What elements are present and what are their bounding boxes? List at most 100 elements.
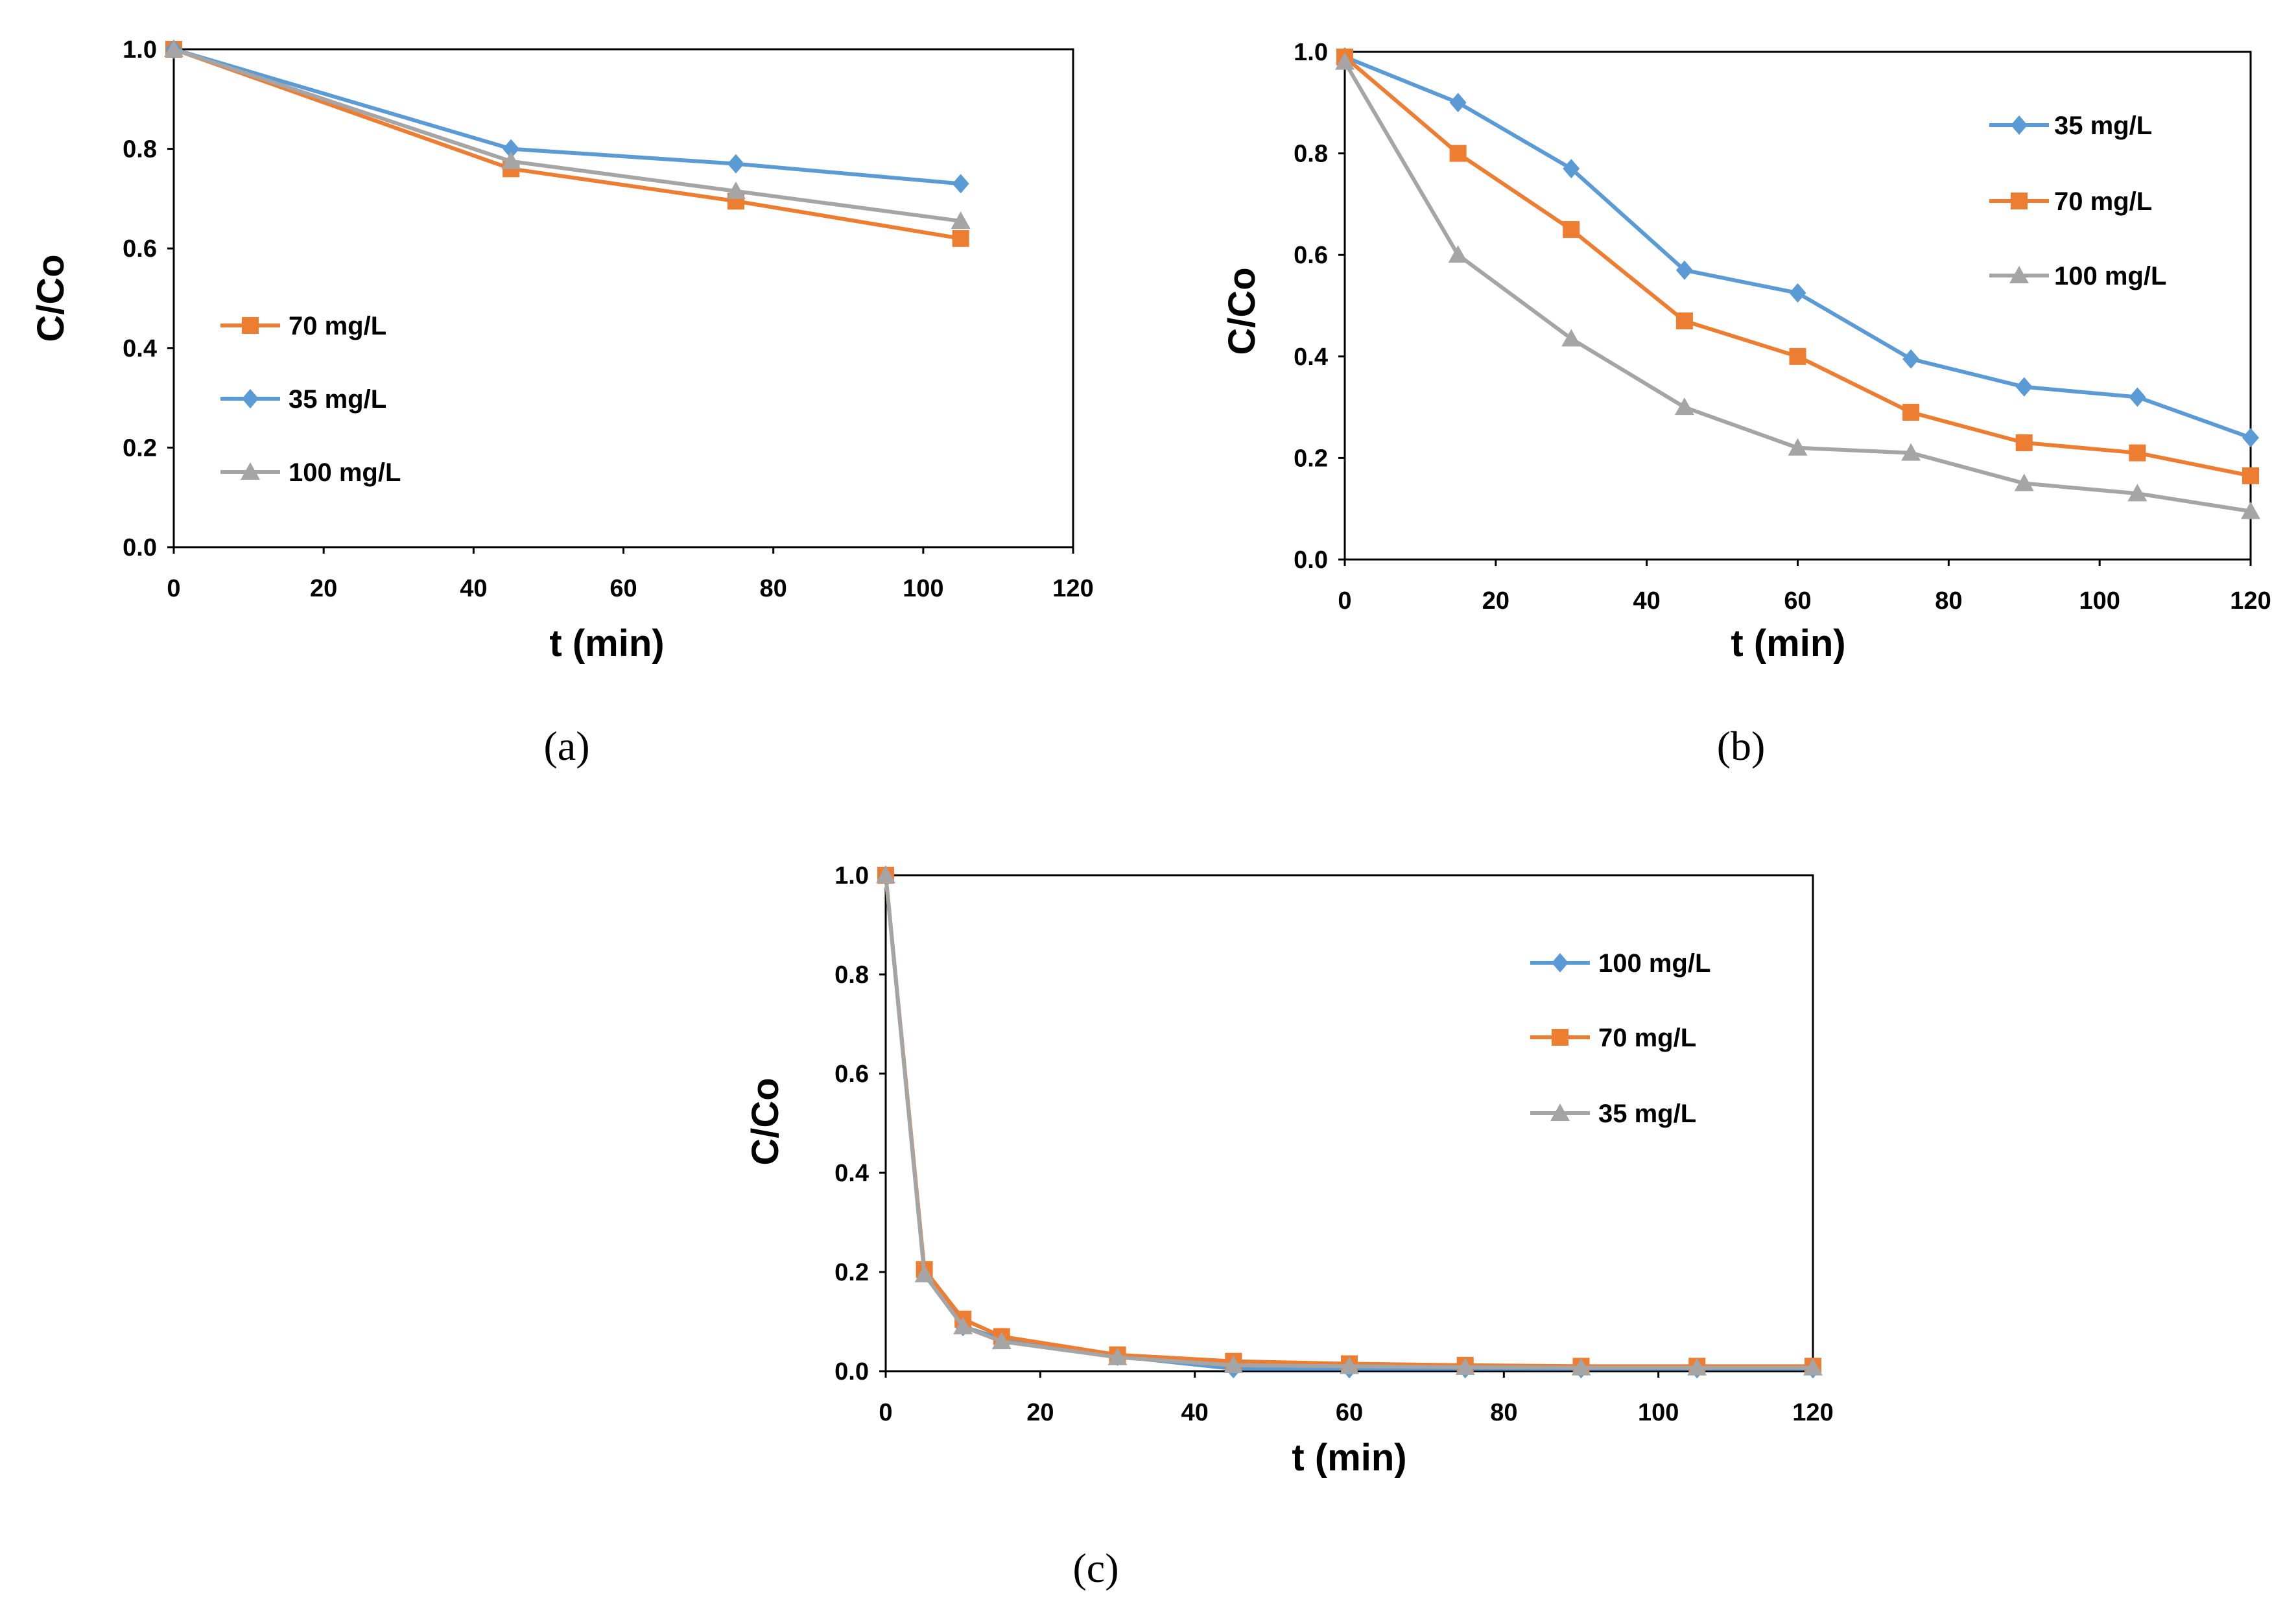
series-layer-a [164, 40, 971, 247]
series-line [173, 47, 961, 186]
x-tick-label: 120 [1052, 575, 1093, 602]
data-point [1675, 312, 1693, 329]
x-tick-label: 0 [1338, 587, 1351, 615]
x-axis-title-a: t (min) [549, 622, 664, 665]
data-point [2015, 377, 2033, 397]
legend-label: 70 mg/L [2054, 187, 2152, 216]
legend-entry: 100 mg/L [1989, 262, 2166, 290]
x-tick-label: 40 [1181, 1399, 1209, 1426]
legend-label: 35 mg/L [2054, 112, 2152, 140]
data-point [1449, 145, 1467, 162]
series-100-mg-l [164, 40, 971, 229]
legend-c: 100 mg/L 70 mg/L 35 mg/L [1530, 949, 1710, 1128]
legend-entry: 35 mg/L [1530, 1100, 1696, 1128]
data-point [1107, 1347, 1128, 1365]
series-35-mg-l [876, 866, 1823, 1376]
x-tick-label: 80 [1935, 587, 1962, 615]
x-tick-label: 100 [1638, 1399, 1679, 1426]
x-tick-label: 20 [1482, 587, 1509, 615]
data-point [876, 866, 895, 883]
data-point [1789, 283, 1806, 303]
data-point [501, 151, 521, 169]
legend-entry: 70 mg/L [220, 312, 386, 340]
x-tick-label: 120 [1792, 1399, 1833, 1426]
y-ticks-a: 0.0 0.2 0.4 0.6 0.8 1.0 [123, 36, 174, 561]
legend-label: 35 mg/L [1598, 1100, 1696, 1128]
legend-marker [241, 462, 260, 480]
legend-label: 35 mg/L [289, 385, 386, 414]
y-tick-label: 0.4 [123, 335, 157, 362]
series-line [172, 47, 962, 241]
legend-label: 70 mg/L [1598, 1024, 1696, 1052]
y-tick-label: 0.4 [1294, 344, 1328, 371]
y-tick-label: 0.6 [123, 235, 157, 263]
x-axis-title-b: t (min) [1731, 622, 1845, 665]
x-tick-label: 80 [760, 575, 787, 602]
data-point [2014, 473, 2034, 491]
y-tick-label: 0.8 [834, 961, 869, 989]
data-point [2242, 467, 2259, 484]
series-line [173, 47, 962, 223]
data-point [914, 1264, 934, 1282]
data-point [2015, 434, 2033, 451]
data-point [1687, 1358, 1707, 1376]
legend-marker [1550, 1103, 1570, 1121]
data-point [953, 1317, 973, 1335]
x-tick-label: 0 [167, 575, 180, 602]
legend-label: 70 mg/L [289, 312, 386, 340]
data-point [726, 181, 746, 199]
y-tick-label: 0.0 [123, 534, 157, 561]
series-35-mg-l [1336, 47, 2259, 448]
x-ticks-a: 0 20 40 60 80 100 120 [167, 547, 1094, 602]
x-axis-title-c: t (min) [1292, 1437, 1406, 1479]
data-point [1449, 93, 1467, 113]
data-point [1789, 347, 1806, 365]
y-tick-label: 0.2 [123, 434, 157, 462]
x-tick-label: 60 [610, 575, 637, 602]
legend-entry: 35 mg/L [1989, 112, 2152, 140]
legend-marker [2011, 115, 2028, 135]
x-tick-label: 100 [2079, 587, 2120, 615]
data-point [1224, 1355, 1244, 1373]
y-tick-label: 0.4 [834, 1160, 869, 1187]
data-point [952, 230, 969, 247]
data-point [503, 139, 520, 159]
panel-label-c: (c) [1072, 1545, 1118, 1591]
x-tick-label: 20 [1026, 1399, 1054, 1426]
x-tick-label: 40 [460, 575, 487, 602]
y-ticks-c: 0.0 0.2 0.4 0.6 0.8 1.0 [834, 862, 886, 1385]
y-tick-label: 0.8 [123, 136, 157, 163]
data-point [2129, 387, 2146, 407]
y-tick-label: 1.0 [123, 36, 157, 64]
data-point [2242, 428, 2259, 448]
plot-area-a [172, 48, 1074, 548]
y-tick-label: 0.6 [834, 1061, 869, 1088]
data-point [951, 211, 971, 229]
data-point [727, 154, 744, 174]
data-point [164, 40, 183, 57]
y-tick-label: 1.0 [1294, 39, 1328, 66]
legend-marker [1552, 953, 1568, 972]
legend-entry: 100 mg/L [1530, 949, 1710, 978]
legend-entry: 70 mg/L [1530, 1024, 1696, 1052]
legend-marker [1552, 1029, 1568, 1046]
x-tick-label: 20 [310, 575, 337, 602]
legend-b: 35 mg/L 70 mg/L 100 mg/L [1989, 112, 2166, 290]
legend-a: 70 mg/L 35 mg/L 100 mg/L [220, 312, 401, 487]
panel-label-b: (b) [1717, 723, 1766, 769]
data-point [1563, 221, 1580, 239]
y-tick-label: 0.2 [834, 1259, 869, 1286]
legend-label: 100 mg/L [289, 458, 401, 487]
data-point [1563, 159, 1580, 179]
legend-marker [242, 317, 259, 334]
legend-entry: 70 mg/L [1989, 187, 2152, 216]
legend-entry: 35 mg/L [220, 385, 386, 414]
y-axis-title-a: C/Co [30, 254, 72, 342]
plot-area-b [1343, 51, 2252, 561]
y-tick-label: 0.8 [1294, 141, 1328, 168]
panel-a: 0.0 0.2 0.4 0.6 0.8 1.0 0 20 40 60 80 100 120 70 mg… [30, 36, 1094, 769]
legend-marker [242, 389, 259, 408]
y-ticks-b: 0.0 0.2 0.4 0.6 0.8 1.0 [1294, 39, 1345, 574]
panel-b: 0.0 0.2 0.4 0.6 0.8 1.0 0 20 40 60 80 100 120 35 mg… [1221, 39, 2271, 769]
